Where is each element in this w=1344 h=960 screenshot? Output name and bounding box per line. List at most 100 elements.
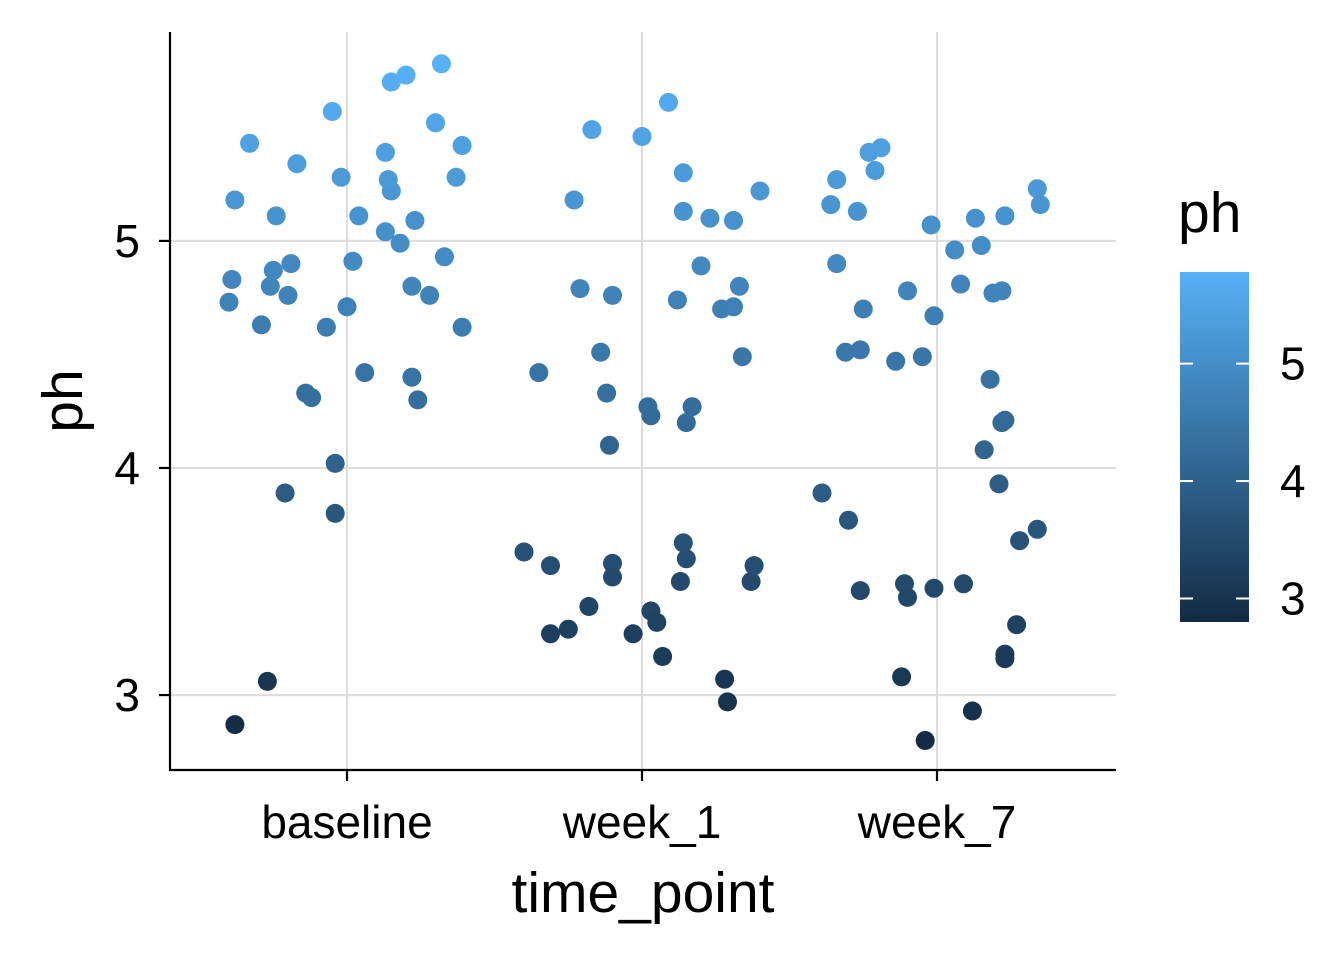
legend-tick-label: 4 xyxy=(1280,455,1306,507)
data-point xyxy=(741,572,761,591)
data-point xyxy=(426,113,445,133)
data-point xyxy=(375,222,395,242)
data-point xyxy=(653,647,673,666)
y-tick-label: 4 xyxy=(114,442,140,494)
data-point xyxy=(579,597,599,616)
x-tick-label: baseline xyxy=(261,796,432,848)
data-point xyxy=(597,383,617,403)
data-point xyxy=(570,279,590,299)
data-point xyxy=(266,206,286,226)
data-point xyxy=(325,453,345,473)
data-point xyxy=(827,170,847,190)
data-point xyxy=(378,170,398,190)
data-point xyxy=(892,667,912,687)
data-point xyxy=(257,671,277,691)
data-point xyxy=(275,483,295,503)
data-point xyxy=(682,397,702,417)
data-point xyxy=(667,290,687,310)
data-point xyxy=(1027,179,1047,199)
data-point xyxy=(744,556,764,576)
data-point xyxy=(965,208,985,228)
data-point xyxy=(541,624,560,644)
data-point xyxy=(564,190,584,210)
data-point xyxy=(715,669,735,689)
data-point xyxy=(582,120,602,140)
data-point xyxy=(865,161,885,180)
data-point xyxy=(673,201,693,221)
data-point xyxy=(514,542,534,562)
data-point xyxy=(390,233,410,253)
data-point xyxy=(355,363,375,383)
data-point xyxy=(673,533,693,553)
data-point xyxy=(287,154,307,174)
data-point xyxy=(898,587,917,607)
data-point xyxy=(322,102,342,121)
data-point xyxy=(898,281,917,301)
data-point xyxy=(325,503,345,523)
data-point xyxy=(349,206,369,226)
data-point xyxy=(836,342,855,362)
data-point xyxy=(995,410,1015,430)
data-point xyxy=(945,240,965,260)
data-point xyxy=(729,276,749,296)
data-point xyxy=(331,167,351,187)
data-point xyxy=(541,556,560,576)
data-point xyxy=(402,367,422,387)
data-point xyxy=(839,510,858,530)
x-tick-label: week_1 xyxy=(562,796,722,848)
data-point xyxy=(871,138,891,158)
data-point xyxy=(995,649,1015,669)
data-point xyxy=(700,208,720,228)
y-tick-label: 3 xyxy=(114,669,140,721)
legend-ticks: 3 4 5 xyxy=(1180,338,1306,625)
data-point xyxy=(603,553,622,573)
data-point xyxy=(396,65,416,85)
data-point xyxy=(915,731,935,750)
data-point xyxy=(405,211,425,230)
data-point xyxy=(431,54,451,74)
data-point xyxy=(724,211,743,230)
data-point xyxy=(222,270,242,289)
data-point xyxy=(281,254,301,274)
data-point xyxy=(434,247,454,267)
axis-ticks: baseline week_1 week_7 3 4 5 xyxy=(114,215,1016,848)
data-point xyxy=(924,578,944,598)
data-point xyxy=(647,612,667,632)
data-point xyxy=(316,317,336,337)
data-point xyxy=(995,206,1015,226)
data-point xyxy=(420,285,440,305)
data-point xyxy=(850,581,870,601)
data-point xyxy=(225,190,245,210)
data-point xyxy=(278,285,298,305)
data-point xyxy=(980,369,1000,389)
data-point xyxy=(670,572,690,591)
data-point xyxy=(446,167,466,187)
data-point xyxy=(600,435,619,455)
data-point xyxy=(302,388,322,408)
data-point xyxy=(603,567,622,587)
data-point xyxy=(924,306,944,326)
legend-title: ph xyxy=(1178,181,1241,245)
data-point xyxy=(724,297,743,317)
data-point xyxy=(263,260,283,280)
data-point xyxy=(992,281,1012,301)
data-point xyxy=(452,317,472,337)
data-point xyxy=(912,347,932,367)
data-point xyxy=(375,142,395,162)
data-point xyxy=(558,619,578,639)
data-point xyxy=(343,251,363,271)
data-point xyxy=(971,236,991,255)
data-point xyxy=(641,406,661,426)
data-point xyxy=(974,440,994,460)
data-point xyxy=(691,256,711,276)
data-point xyxy=(853,299,873,319)
data-point xyxy=(337,297,357,317)
data-point xyxy=(1027,519,1047,539)
data-point xyxy=(676,549,696,569)
data-point xyxy=(408,390,428,410)
data-points xyxy=(219,54,1050,750)
legend-tick-label: 5 xyxy=(1280,338,1306,390)
data-point xyxy=(821,195,841,215)
data-point xyxy=(954,574,973,594)
